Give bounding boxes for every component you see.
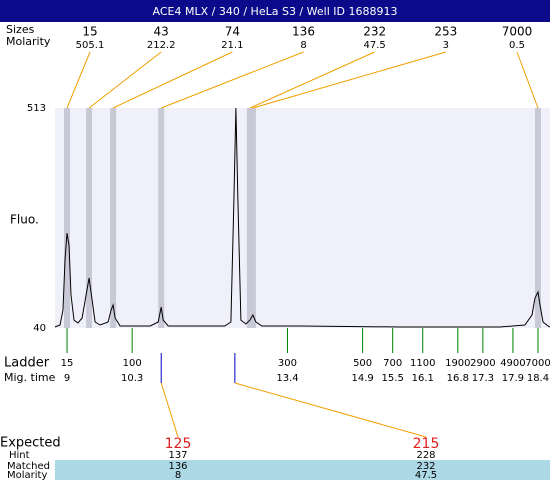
peak-band	[246, 108, 253, 328]
ladder-size: 1900	[445, 358, 470, 369]
peak-band	[249, 108, 256, 328]
matched-size: 232	[416, 461, 435, 472]
mig-time-label: Mig. time	[4, 371, 56, 384]
expected-connector	[160, 382, 179, 438]
peak-connector	[161, 51, 304, 109]
hint-label: Hint	[9, 450, 30, 461]
peak-size: 15	[82, 25, 97, 39]
peak-size: 7000	[502, 25, 533, 39]
peak-size: 136	[292, 25, 315, 39]
peak-molarity: 8	[300, 40, 306, 51]
ladder-size: 300	[278, 358, 297, 369]
expected-label: Expected	[0, 436, 61, 451]
peak-band	[534, 108, 541, 328]
ladder-size: 4900	[500, 358, 525, 369]
molarity-row-label: Molarity	[7, 470, 47, 480]
peak-molarity: 0.5	[509, 40, 525, 51]
matched-molarity: 47.5	[415, 470, 437, 480]
ladder-size: 2900	[470, 358, 495, 369]
y-tick-label: 40	[33, 323, 46, 334]
hint-size: 137	[168, 450, 187, 461]
trace	[54, 107, 550, 328]
matched-molarity: 8	[175, 470, 181, 480]
ladder-time: 16.1	[412, 373, 434, 384]
peak-band	[110, 108, 117, 328]
peak-size: 43	[154, 25, 169, 39]
peak-connector	[66, 51, 91, 109]
expected-size: 215	[413, 436, 440, 452]
y-axis-label: Fluo.	[10, 213, 39, 227]
peak-molarity: 212.2	[147, 40, 176, 51]
ladder-size: 100	[123, 358, 142, 369]
peak-molarity: 505.1	[76, 40, 105, 51]
ladder-size: 500	[353, 358, 372, 369]
peak-molarity: 3	[443, 40, 449, 51]
peak-band	[158, 108, 165, 328]
peak-molarity: 47.5	[364, 40, 386, 51]
ladder-time: 16.8	[447, 373, 469, 384]
molarity-label: Molarity	[6, 35, 51, 48]
peak-connector	[252, 51, 446, 109]
peak-connector	[516, 51, 539, 109]
ladder-time: 14.9	[351, 373, 373, 384]
peak-band	[86, 108, 93, 328]
matched-band	[55, 460, 550, 480]
ladder-time: 17.3	[472, 373, 494, 384]
expected-connector	[234, 382, 427, 438]
expected-size: 125	[165, 436, 192, 452]
title: ACE4 MLX / 340 / HeLa S3 / Well ID 16889…	[153, 5, 398, 18]
peak-size: 253	[434, 25, 457, 39]
plot-area	[55, 108, 550, 328]
ladder-label: Ladder	[4, 356, 50, 371]
ladder-time: 13.4	[276, 373, 298, 384]
ladder-size: 15	[61, 358, 74, 369]
sizes-label: Sizes	[6, 23, 35, 36]
ladder-size: 700	[383, 358, 402, 369]
peak-connector	[249, 51, 375, 109]
peak-connector	[112, 51, 233, 109]
matched-size: 136	[168, 461, 187, 472]
hint-size: 228	[416, 450, 435, 461]
ladder-time: 15.5	[382, 373, 404, 384]
ladder-time: 10.3	[121, 373, 143, 384]
peak-size: 74	[225, 25, 240, 39]
ladder-time: 17.9	[502, 373, 524, 384]
peak-size: 232	[363, 25, 386, 39]
matched-label: Matched	[7, 461, 50, 472]
ladder-time: 9	[64, 373, 70, 384]
peak-band	[64, 108, 71, 328]
y-tick-label: 513	[27, 103, 46, 114]
peak-connector	[88, 51, 162, 109]
ladder-time: 18.4	[527, 373, 549, 384]
peak-molarity: 21.1	[221, 40, 243, 51]
ladder-size: 7000	[525, 358, 550, 369]
header-bar	[0, 0, 550, 22]
ladder-size: 1100	[410, 358, 435, 369]
